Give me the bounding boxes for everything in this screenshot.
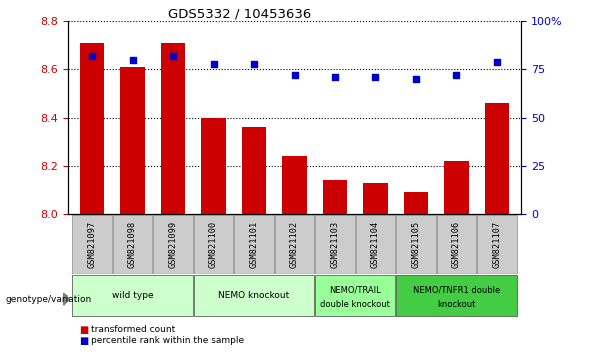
Text: NEMO/TRAIL: NEMO/TRAIL <box>329 286 381 295</box>
Bar <box>444 161 469 214</box>
Bar <box>477 215 517 274</box>
Text: GSM821099: GSM821099 <box>168 221 177 268</box>
Text: GSM821098: GSM821098 <box>128 221 137 268</box>
Bar <box>242 127 266 214</box>
Text: percentile rank within the sample: percentile rank within the sample <box>91 336 244 345</box>
Bar <box>282 156 307 214</box>
Bar <box>194 275 315 316</box>
Text: GSM821106: GSM821106 <box>452 221 461 268</box>
Point <box>371 74 380 80</box>
Bar <box>234 215 274 274</box>
Point <box>87 53 97 59</box>
Bar <box>201 118 226 214</box>
Point <box>290 73 299 78</box>
Bar <box>315 275 395 316</box>
Bar <box>323 181 347 214</box>
Point <box>492 59 502 64</box>
Point <box>452 73 461 78</box>
Text: GSM821102: GSM821102 <box>290 221 299 268</box>
Text: NEMO knockout: NEMO knockout <box>219 291 290 300</box>
Bar <box>72 275 193 316</box>
Text: transformed count: transformed count <box>91 325 176 335</box>
Text: GSM821100: GSM821100 <box>209 221 218 268</box>
Text: ■: ■ <box>80 336 89 346</box>
Text: GSM821097: GSM821097 <box>88 221 97 268</box>
Bar <box>356 215 395 274</box>
Text: GSM821104: GSM821104 <box>371 221 380 268</box>
Point <box>168 53 178 59</box>
Bar <box>436 215 477 274</box>
Text: wild type: wild type <box>112 291 153 300</box>
Bar <box>112 215 153 274</box>
Text: GDS5332 / 10453636: GDS5332 / 10453636 <box>167 7 311 20</box>
Bar <box>153 215 193 274</box>
Text: GSM821101: GSM821101 <box>250 221 259 268</box>
Point <box>249 61 259 67</box>
Text: GSM821103: GSM821103 <box>330 221 339 268</box>
Bar <box>72 215 112 274</box>
Bar <box>120 67 145 214</box>
Text: GSM821107: GSM821107 <box>492 221 501 268</box>
Bar <box>161 43 185 214</box>
Text: GSM821105: GSM821105 <box>412 221 421 268</box>
Text: NEMO/TNFR1 double: NEMO/TNFR1 double <box>413 286 500 295</box>
Point <box>411 76 421 82</box>
Bar <box>396 275 517 316</box>
Text: knockout: knockout <box>437 301 476 309</box>
Bar <box>80 43 104 214</box>
Bar <box>404 193 428 214</box>
Text: double knockout: double knockout <box>320 301 390 309</box>
Bar <box>315 215 355 274</box>
Point <box>128 57 137 63</box>
Text: genotype/variation: genotype/variation <box>6 295 92 304</box>
Bar <box>485 103 509 214</box>
Bar <box>194 215 233 274</box>
Point <box>330 74 340 80</box>
Bar <box>274 215 315 274</box>
Point <box>209 61 218 67</box>
Polygon shape <box>64 293 70 305</box>
Bar <box>363 183 388 214</box>
Text: ■: ■ <box>80 325 89 335</box>
Bar <box>396 215 436 274</box>
